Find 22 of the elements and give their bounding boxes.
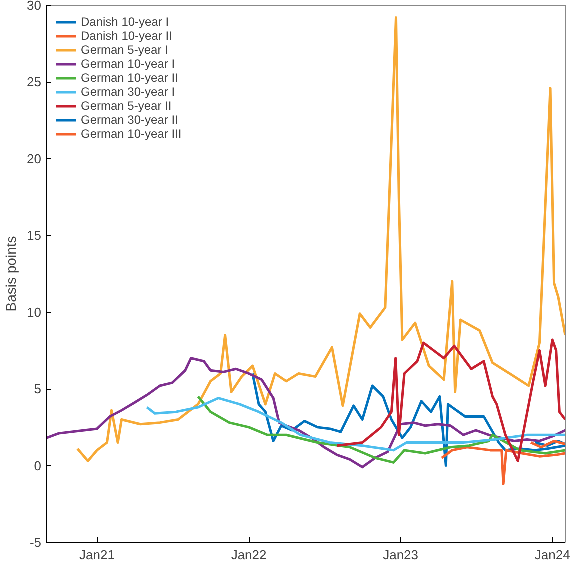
legend-label: German 10-year I — [81, 57, 176, 71]
legend-label: German 30-year I — [81, 85, 176, 99]
legend-label: Danish 10-year I — [81, 15, 170, 29]
y-axis-title: Basis points — [3, 236, 20, 312]
x-tick-label: Jan21 — [80, 548, 115, 562]
x-tick-label: Jan22 — [231, 548, 267, 562]
x-tick-label: Jan23 — [383, 548, 419, 562]
y-tick-label: 0 — [34, 458, 42, 474]
legend-label: Danish 10-year II — [81, 29, 172, 43]
legend-label: German 30-year II — [81, 113, 178, 127]
legend-label: German 10-year II — [81, 71, 178, 85]
legend-label: German 10-year III — [81, 127, 182, 141]
y-tick-label: 15 — [27, 228, 42, 244]
x-tick-label: Jan24 — [534, 548, 570, 562]
y-tick-label: 25 — [27, 74, 42, 90]
y-tick-label: 10 — [27, 304, 42, 320]
y-tick-label: 20 — [27, 151, 42, 166]
legend-label: German 5-year II — [81, 99, 172, 113]
y-tick-label: -5 — [30, 535, 42, 550]
y-tick-label: 30 — [27, 0, 42, 13]
legend-label: German 5-year I — [81, 43, 168, 57]
y-tick-label: 5 — [34, 382, 42, 397]
